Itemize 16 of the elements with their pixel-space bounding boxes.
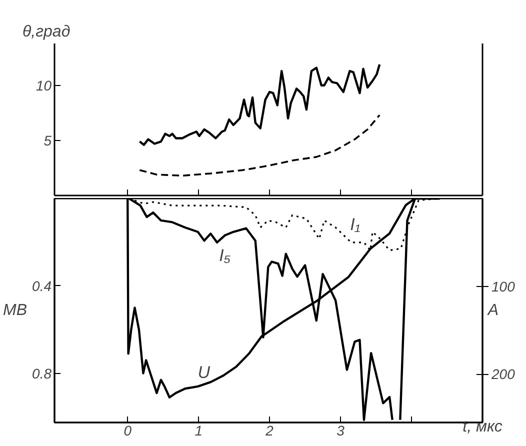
x-tick-label: 2 — [264, 422, 274, 438]
x-tick-label: 0 — [124, 422, 132, 438]
y-tick-label: 0.4 — [32, 278, 52, 294]
y-axis-title: θ,град — [22, 24, 70, 40]
y2-tick-label: 100 — [492, 278, 516, 294]
series-label: U — [198, 362, 211, 382]
x-tick-label: 1 — [194, 422, 202, 438]
y-tick-label: 10 — [36, 77, 52, 94]
series-label: I₅ — [219, 246, 231, 265]
y-tick-label: 0.8 — [32, 365, 52, 382]
series-label: I₁ — [350, 214, 360, 234]
y2-tick-label: 200 — [490, 366, 516, 382]
x-tick-label: 3 — [336, 422, 345, 438]
y2-axis-title: A — [486, 302, 499, 319]
y-axis-title: МВ — [3, 302, 28, 319]
y-tick-label: 5 — [44, 132, 52, 148]
